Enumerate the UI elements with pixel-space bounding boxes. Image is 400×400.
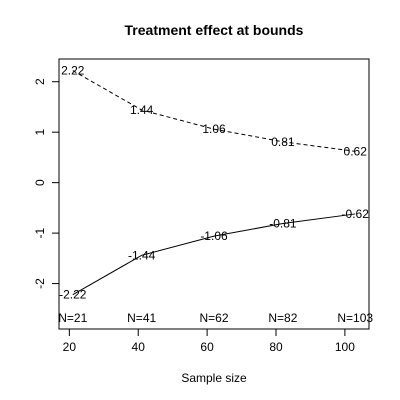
- sample-size-label: N=82: [268, 311, 297, 325]
- x-axis-label: Sample size: [181, 371, 247, 385]
- upper-bound-value-label: 0.62: [344, 144, 368, 158]
- y-tick-label: 1: [33, 129, 47, 136]
- sample-size-label: N=41: [127, 311, 156, 325]
- data-labels: 2.22 1.44 1.06 0.81 0.62 -2.22 -1.44 -1.06 -0.81…: [59, 64, 369, 302]
- x-tick-label: 20: [63, 340, 77, 354]
- lower-bound-value-label: -1.44: [128, 248, 156, 262]
- sample-size-labels: N=21 N=41 N=62 N=82 N=103: [58, 311, 373, 325]
- y-tick-label: 0: [33, 179, 47, 186]
- sample-size-label: N=62: [199, 311, 228, 325]
- x-tick-label: 100: [335, 340, 355, 354]
- lower-bound-value-label: -1.06: [200, 229, 228, 243]
- lower-bound-value-label: -0.81: [269, 217, 297, 231]
- chart-title: Treatment effect at bounds: [125, 22, 304, 38]
- x-axis: 20 40 60 80 100: [63, 328, 355, 354]
- y-tick-label: 2: [33, 78, 47, 85]
- upper-bound-value-label: 0.81: [271, 135, 295, 149]
- upper-bound-value-label: 1.06: [202, 122, 226, 136]
- lower-bound-line: [72, 213, 356, 296]
- x-tick-label: 80: [269, 340, 283, 354]
- plot-frame: [58, 58, 370, 330]
- series-lines: [72, 70, 356, 296]
- sample-size-label: N=21: [58, 311, 87, 325]
- x-tick-label: 60: [200, 340, 214, 354]
- x-tick-label: 40: [132, 340, 146, 354]
- upper-bound-value-label: 2.22: [61, 64, 85, 78]
- upper-bound-value-label: 1.44: [130, 103, 154, 117]
- sample-size-label: N=103: [337, 311, 373, 325]
- y-axis: -2 -1 0 1 2: [33, 78, 60, 289]
- lower-bound-value-label: -0.62: [342, 207, 370, 221]
- upper-bound-line: [72, 70, 356, 152]
- y-tick-label: -2: [33, 278, 47, 289]
- y-tick-label: -1: [33, 227, 47, 238]
- lower-bound-value-label: -2.22: [59, 288, 87, 302]
